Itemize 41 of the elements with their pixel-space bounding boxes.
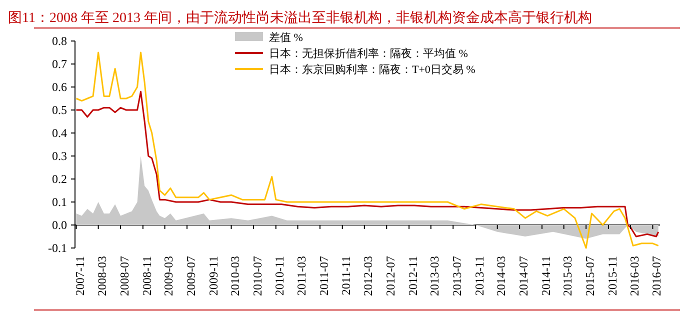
y-tick-label: -0.1	[48, 241, 67, 255]
y-tick-label: 0.0	[52, 218, 67, 232]
y-tick-label: 0.4	[52, 126, 67, 140]
x-tick-label: 2010-11	[272, 256, 287, 296]
x-tick-label: 2010-03	[228, 256, 242, 296]
x-tick-label: 2016-07	[650, 256, 664, 296]
x-tick-label: 2008-07	[117, 256, 132, 296]
chart-title: 图11：2008 年至 2013 年间，由于流动性尚未溢出至非银机构，非银机构资金成本高于银行机构	[8, 10, 592, 26]
y-tick-label: 0.8	[52, 34, 67, 48]
x-tick-label: 2016-03	[627, 256, 642, 296]
x-tick-label: 2015-07	[582, 256, 597, 296]
x-tick-label: 2013-07	[450, 256, 464, 296]
x-tick-label: 2015-11	[605, 256, 620, 296]
y-tick-label: 0.5	[52, 103, 67, 117]
x-tick-label: 2013-11	[472, 256, 486, 296]
legend-label: 日本：东京回购利率：隔夜：T+0日交易 %	[269, 63, 476, 76]
x-tick-label: 2014-07	[516, 256, 530, 296]
x-tick-label: 2010-07	[250, 256, 264, 296]
y-tick-label: 0.1	[52, 195, 67, 209]
x-tick-label: 2011-03	[294, 256, 309, 296]
y-tick-label: 0.6	[52, 80, 67, 94]
legend-label: 差值 %	[269, 32, 303, 44]
x-tick-label: 2007-11	[73, 256, 88, 296]
x-tick-label: 2014-11	[538, 256, 553, 296]
x-tick-label: 2011-11	[339, 256, 354, 296]
x-tick-label: 2013-03	[428, 256, 442, 296]
x-tick-label: 2008-11	[140, 256, 154, 296]
x-tick-label: 2012-03	[361, 256, 376, 296]
legend-label: 日本：无担保折借利率：隔夜：平均值 %	[269, 47, 468, 60]
x-tick-label: 2009-03	[162, 256, 176, 296]
x-tick-label: 2008-03	[95, 256, 110, 296]
x-tick-label: 2015-03	[560, 256, 575, 296]
x-tick-label: 2012-11	[406, 256, 420, 296]
y-tick-label: 0.2	[52, 172, 67, 186]
x-tick-label: 2009-07	[184, 256, 198, 296]
x-tick-label: 2014-03	[494, 256, 508, 296]
x-tick-label: 2009-11	[206, 256, 220, 296]
x-tick-label: 2011-07	[316, 256, 331, 296]
y-tick-label: 0.3	[52, 149, 67, 163]
x-tick-label: 2012-07	[383, 256, 398, 296]
y-tick-label: 0.7	[52, 57, 67, 71]
